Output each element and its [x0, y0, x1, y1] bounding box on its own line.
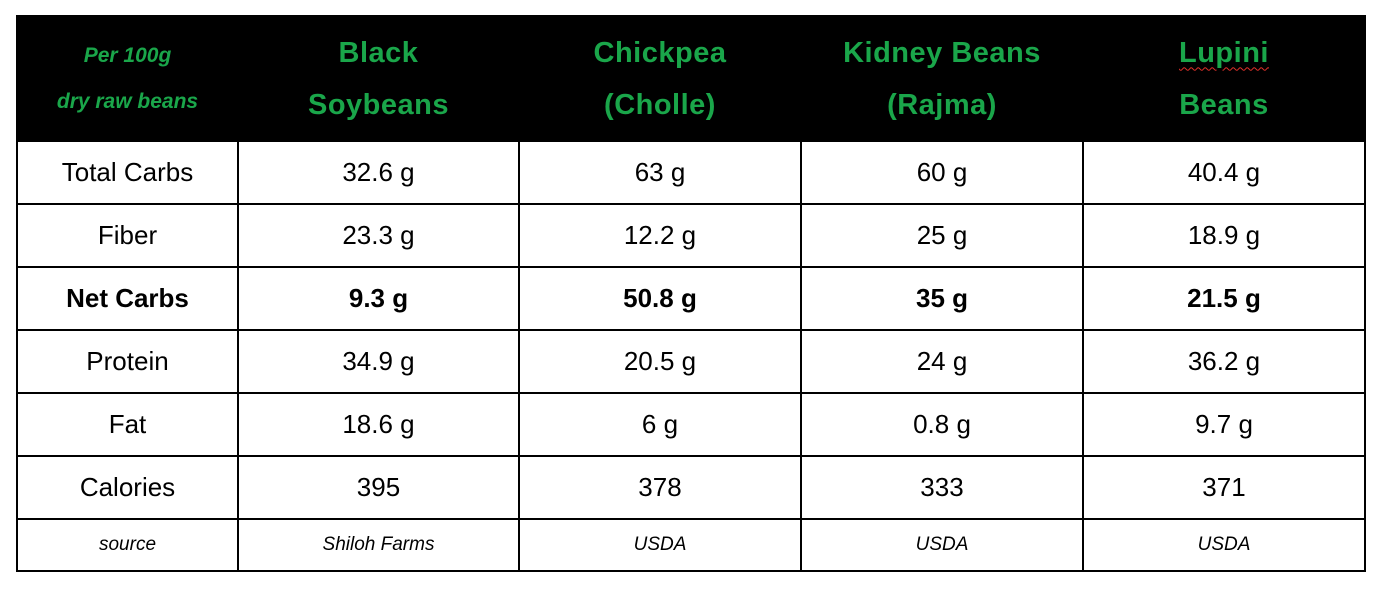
cell-value: 333 [800, 455, 1084, 520]
row-label: Total Carbs [16, 140, 239, 205]
cell-value: 35 g [800, 266, 1084, 331]
cell-value: 18.9 g [1082, 203, 1366, 268]
header-line-2: Soybeans [308, 88, 449, 121]
corner-line-1: Per 100g [83, 43, 172, 67]
cell-value: 32.6 g [237, 140, 520, 205]
row-label: Calories [16, 455, 239, 520]
header-line-1: Black [338, 36, 419, 69]
cell-value: 40.4 g [1082, 140, 1366, 205]
row-calories: Calories 395 378 333 371 [16, 455, 1366, 520]
header-line-2: (Cholle) [604, 88, 716, 121]
row-label: Fat [16, 392, 239, 457]
cell-value: 36.2 g [1082, 329, 1366, 394]
cell-value: 63 g [518, 140, 802, 205]
row-label: source [16, 518, 239, 572]
cell-value: 23.3 g [237, 203, 520, 268]
row-net-carbs: Net Carbs 9.3 g 50.8 g 35 g 21.5 g [16, 266, 1366, 331]
cell-value: 50.8 g [518, 266, 802, 331]
cell-value: 6 g [518, 392, 802, 457]
cell-value: 9.3 g [237, 266, 520, 331]
header-line-1-misspelled: Lupini [1179, 36, 1269, 69]
cell-value: Shiloh Farms [237, 518, 520, 572]
row-total-carbs: Total Carbs 32.6 g 63 g 60 g 40.4 g [16, 140, 1366, 205]
row-label: Protein [16, 329, 239, 394]
cell-value: 12.2 g [518, 203, 802, 268]
cell-value: 24 g [800, 329, 1084, 394]
header-row: Per 100g dry raw beans Black Soybeans Ch… [16, 15, 1366, 142]
row-label: Net Carbs [16, 266, 239, 331]
corner-line-2: dry raw beans [56, 89, 199, 113]
header-kidney-beans: Kidney Beans (Rajma) [800, 15, 1084, 142]
cell-value: 18.6 g [237, 392, 520, 457]
header-line-2: Beans [1179, 88, 1269, 121]
cell-value: USDA [518, 518, 802, 572]
row-source: source Shiloh Farms USDA USDA USDA [16, 518, 1366, 572]
row-fat: Fat 18.6 g 6 g 0.8 g 9.7 g [16, 392, 1366, 457]
header-black-soybeans: Black Soybeans [237, 15, 520, 142]
row-label: Fiber [16, 203, 239, 268]
header-line-1: Kidney Beans [843, 36, 1041, 69]
row-fiber: Fiber 23.3 g 12.2 g 25 g 18.9 g [16, 203, 1366, 268]
nutrition-table: Per 100g dry raw beans Black Soybeans Ch… [16, 15, 1366, 572]
row-protein: Protein 34.9 g 20.5 g 24 g 36.2 g [16, 329, 1366, 394]
header-line-2: (Rajma) [887, 88, 997, 121]
cell-value: 0.8 g [800, 392, 1084, 457]
cell-value: 395 [237, 455, 520, 520]
cell-value: USDA [1082, 518, 1366, 572]
cell-value: 371 [1082, 455, 1366, 520]
cell-value: USDA [800, 518, 1084, 572]
cell-value: 34.9 g [237, 329, 520, 394]
header-line-1: Chickpea [593, 36, 727, 69]
nutrition-table-container: Per 100g dry raw beans Black Soybeans Ch… [16, 15, 1366, 580]
cell-value: 9.7 g [1082, 392, 1366, 457]
cell-value: 20.5 g [518, 329, 802, 394]
header-lupini-beans: Lupini Beans [1082, 15, 1366, 142]
cell-value: 25 g [800, 203, 1084, 268]
cell-value: 378 [518, 455, 802, 520]
header-corner-cell: Per 100g dry raw beans [16, 15, 239, 142]
cell-value: 21.5 g [1082, 266, 1366, 331]
cell-value: 60 g [800, 140, 1084, 205]
header-chickpea: Chickpea (Cholle) [518, 15, 802, 142]
